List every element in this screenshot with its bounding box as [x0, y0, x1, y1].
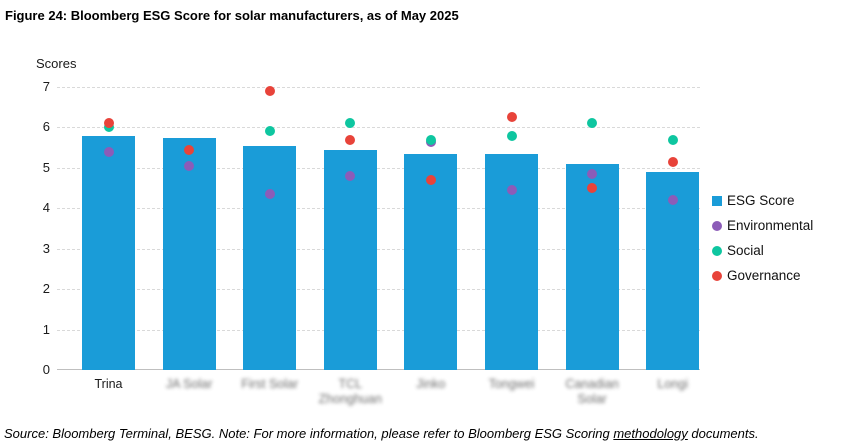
y-tick-label: 2 — [42, 281, 50, 297]
x-category-label: Longi — [657, 377, 688, 391]
legend-item: ESG Score — [712, 188, 813, 213]
bar — [82, 136, 135, 370]
social-dot — [506, 130, 517, 141]
legend-label: ESG Score — [727, 193, 795, 208]
environmental-dot — [506, 185, 517, 196]
environmental-dot — [264, 189, 275, 200]
y-tick-label: 6 — [42, 119, 50, 135]
bar — [162, 138, 216, 370]
gridline — [57, 248, 700, 250]
environmental-dot — [587, 168, 598, 179]
gridline — [57, 329, 700, 331]
x-category-label: Trina — [94, 377, 123, 391]
social-dot — [264, 126, 275, 137]
y-tick-label: 4 — [42, 200, 50, 216]
x-category-label: Jinko — [416, 377, 446, 391]
bar — [404, 153, 458, 370]
y-tick-label: 5 — [42, 159, 50, 175]
environmental-dot — [184, 160, 195, 171]
x-category-label: Tongwei — [488, 377, 535, 391]
methodology-link[interactable]: methodology — [613, 426, 688, 441]
legend-label: Social — [727, 243, 764, 258]
governance-dot — [345, 134, 356, 145]
legend-item: Governance — [712, 263, 813, 288]
governance-dot — [425, 174, 436, 185]
source-note-suffix: documents. — [687, 426, 759, 441]
x-axis-line — [57, 369, 700, 370]
bar — [323, 150, 377, 370]
legend-item: Environmental — [712, 213, 813, 238]
governance-dot — [506, 112, 517, 123]
governance-dot — [587, 183, 598, 194]
y-tick-label: 1 — [42, 321, 50, 337]
plot-area — [57, 86, 700, 370]
governance-dot — [103, 118, 114, 129]
x-category-label: JA Solar — [165, 377, 213, 391]
gridline — [57, 289, 700, 291]
legend-label: Governance — [727, 268, 801, 283]
y-axis-label: Scores — [36, 56, 77, 71]
governance-dot — [184, 144, 195, 155]
bar — [565, 163, 619, 370]
social-dot — [587, 118, 598, 129]
governance-legend-marker — [712, 270, 722, 281]
gridline — [57, 127, 700, 129]
gridline — [57, 167, 700, 169]
legend-label: Environmental — [727, 218, 814, 233]
social-legend-marker — [712, 245, 722, 256]
bar — [243, 145, 297, 370]
y-tick-label: 7 — [42, 79, 50, 94]
social-dot — [345, 118, 356, 129]
gridline — [57, 87, 700, 88]
source-note: Source: Bloomberg Terminal, BESG. Note: … — [4, 426, 848, 441]
environmental-legend-marker — [712, 220, 722, 231]
y-tick-label: 0 — [42, 362, 50, 377]
legend-item: Social — [712, 238, 813, 263]
x-category-label: Canadian Solar — [565, 377, 619, 406]
esg-score-legend-marker — [712, 195, 722, 206]
environmental-dot — [667, 195, 678, 206]
x-category-label: TCL Zhonghuan — [318, 377, 382, 406]
gridline — [57, 208, 700, 210]
governance-dot — [667, 156, 678, 167]
social-dot — [425, 134, 436, 145]
x-category-label: First Solar — [241, 377, 299, 391]
source-note-prefix: Source: Bloomberg Terminal, BESG. Note: … — [4, 426, 614, 441]
figure-title: Figure 24: Bloomberg ESG Score for solar… — [5, 8, 459, 23]
legend: ESG Score Environmental Social Governance — [712, 188, 813, 288]
y-tick-label: 3 — [42, 240, 50, 256]
governance-dot — [264, 86, 275, 97]
social-dot — [667, 134, 678, 145]
environmental-dot — [103, 146, 114, 157]
environmental-dot — [345, 170, 356, 181]
